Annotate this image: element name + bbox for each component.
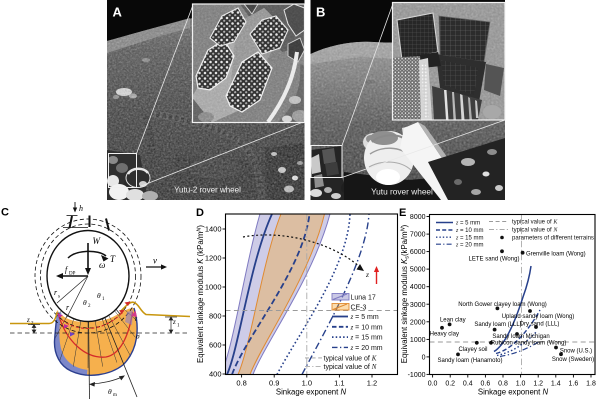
svg-text:θ: θ: [83, 298, 87, 307]
svg-text:B: B: [316, 5, 325, 20]
svg-text:ω: ω: [99, 260, 105, 270]
svg-text:DP: DP: [69, 272, 76, 277]
svg-text:3000: 3000: [410, 302, 426, 309]
svg-text:1000: 1000: [410, 337, 426, 344]
svg-text:Dry sand (LLL): Dry sand (LLL): [520, 321, 560, 327]
svg-text:z = 10 mm: z = 10 mm: [455, 228, 484, 234]
svg-text:z = 15 mm: z = 15 mm: [455, 235, 484, 241]
svg-text:0.8: 0.8: [236, 379, 246, 388]
svg-text:z: z: [365, 270, 369, 279]
svg-text:τ: τ: [135, 314, 138, 323]
svg-text:Lean clay: Lean clay: [440, 318, 466, 324]
svg-text:Rubicon sandy loam (Wong): Rubicon sandy loam (Wong): [491, 340, 567, 346]
svg-text:z: z: [172, 318, 176, 326]
svg-text:1200: 1200: [205, 254, 222, 263]
svg-text:Yutu-2 rover wheel: Yutu-2 rover wheel: [174, 186, 241, 195]
svg-text:Snow (Sweden): Snow (Sweden): [552, 357, 594, 363]
svg-text:1: 1: [102, 297, 105, 302]
svg-text:Sandy loam (LLL): Sandy loam (LLL): [474, 322, 521, 328]
svg-text:0.0: 0.0: [428, 381, 438, 388]
svg-text:6000: 6000: [410, 249, 426, 256]
svg-text:0.6: 0.6: [481, 381, 491, 388]
svg-text:0.2: 0.2: [445, 381, 455, 388]
svg-text:s: s: [58, 295, 60, 300]
svg-text:1.0: 1.0: [516, 381, 526, 388]
svg-text:v: v: [153, 256, 157, 266]
svg-text:z = 20 mm: z = 20 mm: [455, 242, 484, 248]
svg-text:CE-3: CE-3: [351, 305, 367, 312]
svg-text:Luna 17: Luna 17: [351, 295, 376, 302]
svg-text:8000: 8000: [410, 214, 426, 221]
svg-text:1.4: 1.4: [551, 381, 561, 388]
svg-text:Sinkage exponent N: Sinkage exponent N: [276, 388, 347, 397]
svg-text:1.6: 1.6: [569, 381, 579, 388]
svg-text:2: 2: [31, 322, 34, 327]
svg-text:1.2: 1.2: [367, 379, 377, 388]
svg-text:A: A: [113, 5, 123, 20]
svg-text:1000: 1000: [205, 283, 222, 292]
svg-text:D: D: [196, 207, 204, 219]
svg-text:typical value of K: typical value of K: [512, 220, 558, 226]
svg-text:0.4: 0.4: [463, 381, 473, 388]
svg-text:Clayey soil: Clayey soil: [458, 347, 487, 353]
svg-text:Sinkage exponent N: Sinkage exponent N: [478, 388, 549, 397]
svg-text:z = 5 mm: z = 5 mm: [455, 221, 480, 227]
svg-text:Snow (U.S.): Snow (U.S.): [560, 349, 592, 355]
svg-text:Sandy loam (Hanamoto): Sandy loam (Hanamoto): [437, 358, 502, 364]
svg-text:W: W: [93, 236, 102, 246]
svg-text:Grenville loam (Wong): Grenville loam (Wong): [526, 252, 586, 258]
svg-text:600: 600: [209, 341, 222, 350]
svg-text:θ: θ: [108, 387, 112, 396]
svg-text:σ: σ: [136, 332, 140, 341]
svg-text:Heavy clay: Heavy clay: [430, 332, 459, 338]
svg-text:2000: 2000: [410, 319, 426, 326]
svg-text:r: r: [66, 303, 70, 312]
svg-text:Yutu rover wheel: Yutu rover wheel: [371, 187, 433, 197]
svg-text:North Gower clayey loam (Wong): North Gower clayey loam (Wong): [458, 302, 547, 308]
svg-text:z: z: [26, 316, 30, 324]
svg-text:400: 400: [209, 370, 222, 379]
svg-text:1.8: 1.8: [586, 381, 596, 388]
svg-text:T: T: [110, 254, 116, 264]
svg-text:h: h: [79, 204, 83, 213]
svg-text:z = 20 mm: z = 20 mm: [350, 344, 383, 352]
svg-text:0: 0: [422, 354, 426, 361]
svg-text:typical value of N: typical value of N: [324, 363, 377, 371]
svg-text:1.2: 1.2: [533, 381, 543, 388]
svg-text:Upland sandy loam (Wong): Upland sandy loam (Wong): [502, 314, 575, 320]
svg-text:1400: 1400: [205, 225, 222, 234]
svg-text:1.1: 1.1: [334, 379, 344, 388]
svg-text:1: 1: [177, 324, 180, 329]
svg-text:2: 2: [88, 304, 91, 309]
svg-text:z = 5 mm: z = 5 mm: [350, 313, 379, 321]
svg-text:4000: 4000: [410, 284, 426, 291]
svg-text:Equivalent sinkage modulus K (: Equivalent sinkage modulus K (kPa/mN): [196, 225, 205, 363]
svg-text:5000: 5000: [410, 267, 426, 274]
svg-text:m: m: [113, 393, 117, 398]
svg-text:f: f: [65, 265, 69, 274]
svg-text:0.8: 0.8: [498, 381, 508, 388]
svg-text:Equivalent sinkage modulus Ks(: Equivalent sinkage modulus Ks(kPa/mN): [400, 224, 411, 363]
svg-text:800: 800: [209, 312, 222, 321]
svg-text:z = 15 mm: z = 15 mm: [350, 334, 383, 342]
svg-text:-1000: -1000: [408, 372, 426, 379]
svg-text:θ: θ: [97, 291, 101, 300]
svg-text:typical value of N: typical value of N: [512, 228, 558, 234]
svg-text:z = 10 mm: z = 10 mm: [350, 323, 383, 331]
svg-text:C: C: [1, 207, 9, 219]
svg-text:0.9: 0.9: [269, 379, 279, 388]
svg-text:1.0: 1.0: [302, 379, 312, 388]
svg-text:r: r: [54, 288, 58, 297]
svg-text:Sandy loam Michigan: Sandy loam Michigan: [492, 334, 549, 340]
svg-text:LETE sand (Wong): LETE sand (Wong): [469, 257, 520, 263]
svg-text:7000: 7000: [410, 232, 426, 239]
svg-text:E: E: [399, 207, 406, 219]
svg-text:parameters of different terrai: parameters of different terrains: [512, 236, 594, 242]
svg-text:typical value of K: typical value of K: [324, 354, 377, 362]
